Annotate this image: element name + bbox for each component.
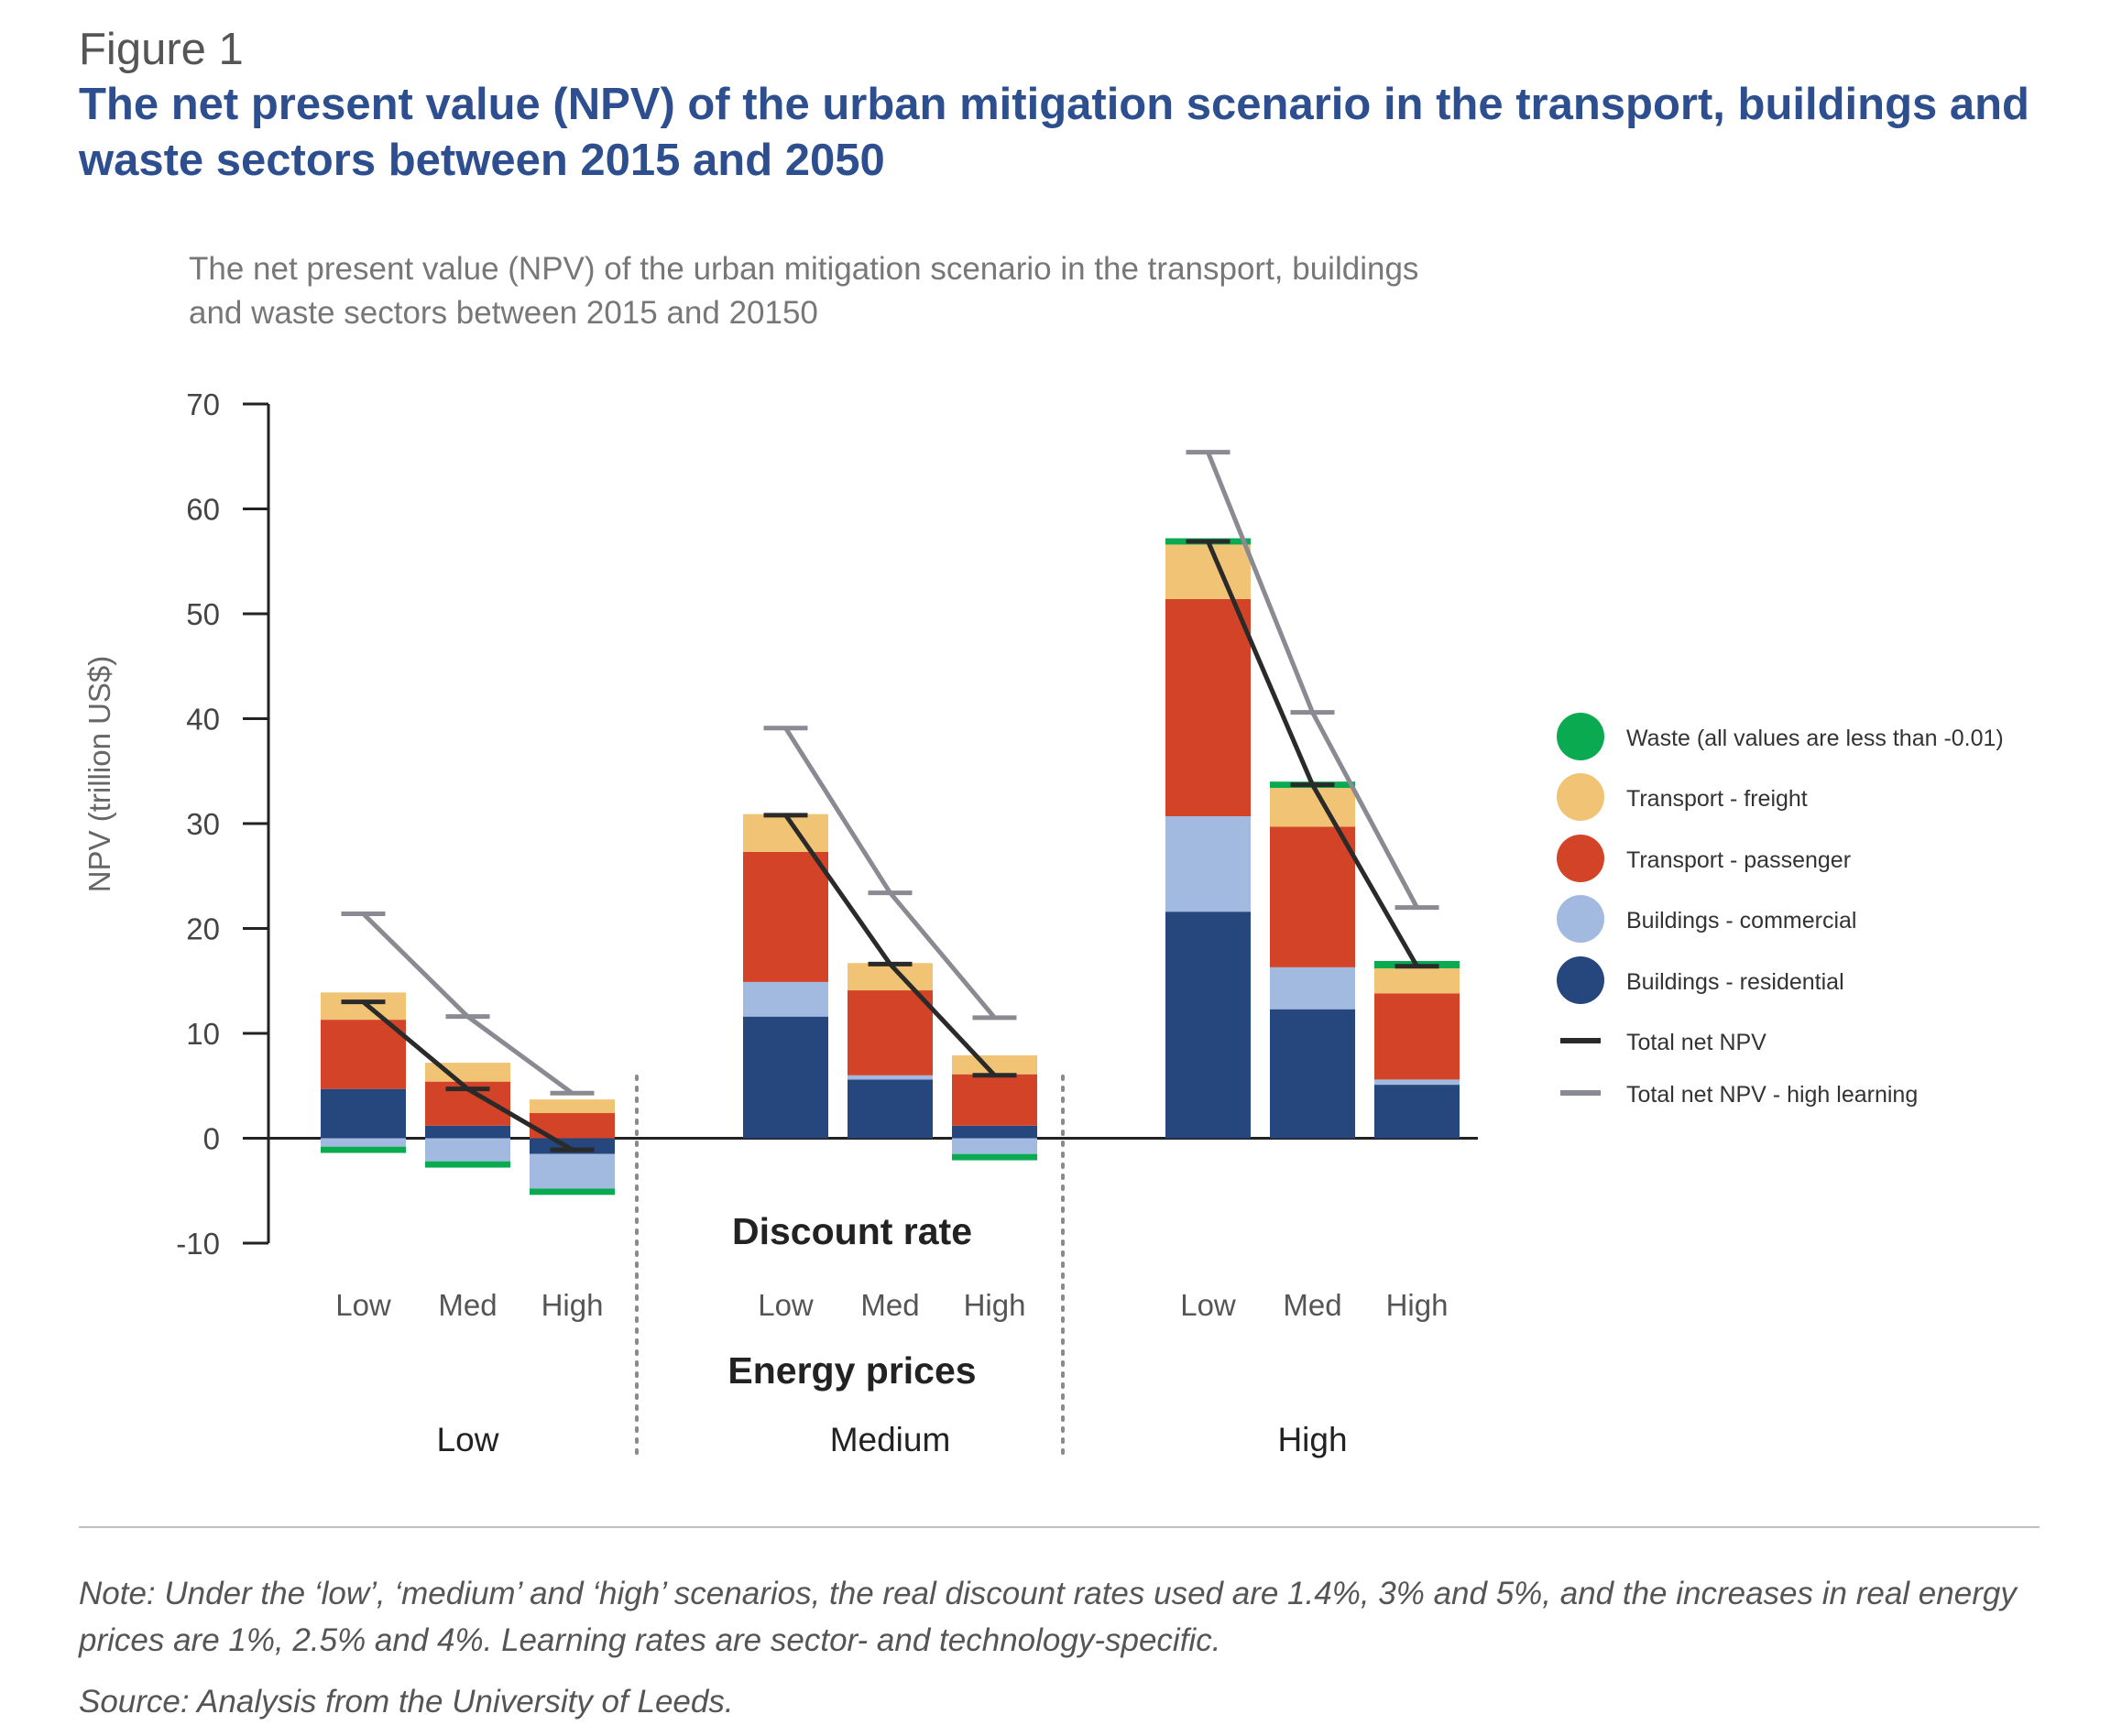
legend-swatch-transport-passenger <box>1557 835 1604 882</box>
bar-segment-transport-passenger <box>321 1020 406 1089</box>
y-tick-label: 60 <box>186 493 220 527</box>
y-tick-label: 70 <box>186 388 220 421</box>
legend-swatch-waste <box>1557 713 1604 760</box>
x-tick-label: High <box>964 1288 1026 1322</box>
y-tick-label: 0 <box>203 1122 220 1156</box>
bar-segment-buildings-commercial <box>848 1075 933 1080</box>
bar-segment-buildings-commercial <box>530 1153 615 1189</box>
bar-segment-buildings-commercial <box>743 981 828 1017</box>
bar-segment-waste <box>952 1153 1037 1161</box>
y-tick-label: 10 <box>186 1017 220 1051</box>
bar-segment-buildings-commercial <box>952 1138 1037 1154</box>
figure-label: Figure 1 <box>79 25 244 74</box>
bar-segment-transport-passenger <box>1165 598 1251 816</box>
legend-label: Total net NPV - high learning <box>1626 1082 1918 1108</box>
x-tick-label: Low <box>1180 1288 1236 1322</box>
bar-segment-transport-freight <box>743 813 828 852</box>
npv-chart: The net present value (NPV) of the urban… <box>82 251 2004 1458</box>
bar-segment-buildings-commercial <box>1270 966 1355 1010</box>
footer-divider <box>79 1526 2040 1528</box>
y-tick-label: 50 <box>186 597 220 631</box>
x-tick-label: Low <box>758 1288 814 1322</box>
bar-segment-buildings-residential <box>952 1125 1037 1139</box>
total-lines-layer <box>341 450 1439 1152</box>
bar-segment-transport-freight <box>1270 788 1355 827</box>
bar-segment-transport-passenger <box>1374 993 1460 1080</box>
group-label: High <box>1277 1421 1347 1458</box>
bar-segment-buildings-residential <box>1165 912 1251 1139</box>
y-tick-label: 40 <box>186 703 220 737</box>
y-tick-label: 30 <box>186 807 220 841</box>
bar-segment-buildings-residential <box>321 1088 406 1139</box>
legend: Waste (all values are less than -0.01) Tr… <box>1557 713 2004 1108</box>
x-tick-label: Low <box>335 1288 391 1322</box>
group-label: Low <box>437 1421 499 1458</box>
bar-segment-transport-freight <box>848 963 933 991</box>
bar-segment-waste <box>425 1161 510 1168</box>
x-tick-label: High <box>541 1288 604 1322</box>
x-tick-label: High <box>1386 1288 1449 1322</box>
legend-swatch-buildings-commercial <box>1557 895 1604 943</box>
source-text: Source: Analysis from the University of … <box>79 1684 734 1720</box>
bars-layer <box>321 538 1460 1196</box>
legend-swatch-buildings-residential <box>1557 956 1604 1004</box>
chart-title-line-1: The net present value (NPV) of the urban… <box>189 251 1418 287</box>
bar-segment-transport-passenger <box>952 1074 1037 1126</box>
group-label: Medium <box>830 1421 951 1458</box>
y-tick-label: -10 <box>176 1227 220 1261</box>
legend-label: Transport - freight <box>1626 786 1808 812</box>
x-tick-label: Med <box>438 1288 497 1322</box>
chart-title-line-2: and waste sectors between 2015 and 20150 <box>189 295 818 331</box>
bar-segment-buildings-residential <box>1374 1085 1460 1139</box>
bar-segment-buildings-commercial <box>1374 1079 1460 1086</box>
figure-title: The net present value (NPV) of the urban… <box>79 80 2029 185</box>
x-axis-label-energy-prices: Energy prices <box>727 1349 976 1392</box>
bar-segment-transport-passenger <box>743 851 828 982</box>
bar-segment-transport-freight <box>952 1055 1037 1075</box>
bar-segment-transport-passenger <box>848 990 933 1075</box>
bar-segment-buildings-residential <box>1270 1009 1355 1139</box>
bar-segment-transport-freight <box>321 992 406 1021</box>
x-axis-label-discount-rate: Discount rate <box>732 1210 972 1252</box>
bar-segment-buildings-commercial <box>425 1138 510 1162</box>
x-tick-label: Med <box>860 1288 919 1322</box>
bar-segment-buildings-residential <box>743 1016 828 1139</box>
y-tick-label: 20 <box>186 912 220 946</box>
legend-label: Waste (all values are less than -0.01) <box>1626 726 2004 751</box>
bar-segment-transport-freight <box>425 1063 510 1082</box>
legend-label: Buildings - commercial <box>1626 908 1856 934</box>
y-axis-label: NPV (trillion US$) <box>82 656 116 893</box>
bar-segment-transport-freight <box>1374 968 1460 994</box>
bar-segment-buildings-commercial <box>1165 815 1251 912</box>
x-tick-label: Med <box>1283 1288 1341 1322</box>
legend-label: Total net NPV <box>1626 1030 1766 1055</box>
legend-label: Transport - passenger <box>1626 847 1851 873</box>
bar-segment-waste <box>321 1146 406 1153</box>
note-text: Note: Under the ‘low’, ‘medium’ and ‘hig… <box>79 1576 2017 1658</box>
bar-segment-buildings-residential <box>425 1125 510 1139</box>
legend-swatch-transport-freight <box>1557 773 1604 821</box>
bar-segment-transport-passenger <box>1270 826 1355 967</box>
bar-segment-transport-freight <box>530 1099 615 1114</box>
bar-segment-buildings-residential <box>848 1079 933 1139</box>
x-labels-layer: Low Med High Low Med High Low Med High Low Medium H… <box>335 1288 1448 1458</box>
bar-segment-transport-freight <box>1165 544 1251 599</box>
bar-segment-buildings-commercial <box>321 1138 406 1147</box>
bar-segment-waste <box>530 1188 615 1196</box>
legend-label: Buildings - residential <box>1626 969 1844 995</box>
